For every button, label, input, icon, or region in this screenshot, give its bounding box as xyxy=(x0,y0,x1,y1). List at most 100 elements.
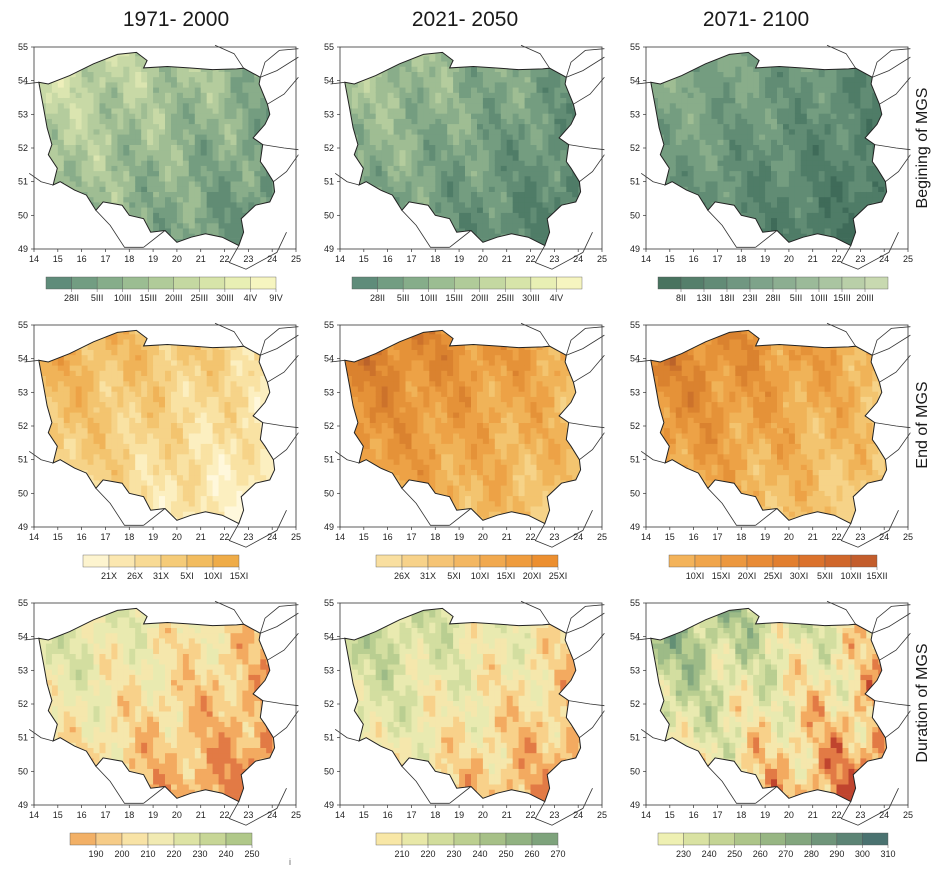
legend-swatch xyxy=(147,276,174,290)
neighbour-border xyxy=(260,612,299,634)
map-panel-end-1971-2000: 14 15 16 17 18 19 20 21 22 23 24 25 55 54 53 52 51 50 49 21… xyxy=(18,320,301,581)
neighbour-border xyxy=(143,230,166,248)
x-tick-label: 17 xyxy=(406,254,416,264)
y-tick-label: 55 xyxy=(630,320,640,330)
legend-swatch xyxy=(772,276,797,290)
neighbour-border xyxy=(228,510,287,548)
legend-swatch xyxy=(836,832,863,846)
neighbour-border xyxy=(707,766,756,804)
legend-label: 10III xyxy=(114,293,132,303)
color-legend: 21X 26X 31X 5XI 10XI 15XI xyxy=(82,554,248,581)
x-tick-label: 23 xyxy=(855,810,865,820)
legend-swatch xyxy=(479,554,507,568)
x-tick-label: 19 xyxy=(760,532,770,542)
x-tick-label: 18 xyxy=(736,532,746,542)
legend-label: 25III xyxy=(191,293,209,303)
neighbour-border xyxy=(872,56,911,78)
legend-label: 20III xyxy=(165,293,183,303)
legend-swatch xyxy=(427,554,455,568)
x-tick-label: 24 xyxy=(879,810,889,820)
neighbour-border xyxy=(24,359,39,363)
neighbour-border xyxy=(874,700,911,707)
neighbour-border xyxy=(260,56,299,78)
x-tick-label: 16 xyxy=(77,532,87,542)
neighbour-border xyxy=(840,232,899,270)
map-panel-end-2071-2100: 14 15 16 17 18 19 20 21 22 23 24 25 55 54 53 52 51 50 49 10… xyxy=(630,320,913,581)
y-tick-label: 49 xyxy=(18,522,28,532)
neighbour-border xyxy=(871,604,911,634)
country-outline xyxy=(38,51,276,247)
x-tick-label: 23 xyxy=(549,810,559,820)
legend-label: 28II xyxy=(64,293,79,303)
legend-label: 220 xyxy=(166,849,181,859)
neighbour-border xyxy=(259,48,299,78)
legend-label: 30III xyxy=(522,293,540,303)
legend-label: 30III xyxy=(216,293,234,303)
legend-label: 5III xyxy=(91,293,104,303)
legend-label: 250 xyxy=(498,849,513,859)
legend-label: 15XII xyxy=(866,571,887,581)
x-tick-label: 25 xyxy=(597,810,607,820)
legend-swatch xyxy=(453,276,480,290)
neighbour-border xyxy=(228,788,287,826)
neighbour-border xyxy=(259,604,299,634)
x-tick-label: 25 xyxy=(903,532,913,542)
legend-swatch xyxy=(96,276,123,290)
x-tick-label: 17 xyxy=(406,532,416,542)
row-label-duration: Duration of MGS xyxy=(914,643,931,763)
y-tick-label: 50 xyxy=(324,766,334,776)
x-tick-label: 17 xyxy=(100,532,110,542)
legend-label: 190 xyxy=(88,849,103,859)
stray-mark: i xyxy=(289,857,291,867)
legend-swatch xyxy=(479,832,507,846)
y-tick-label: 54 xyxy=(630,76,640,86)
y-tick-label: 49 xyxy=(324,522,334,532)
x-tick-label: 16 xyxy=(383,532,393,542)
neighbour-border xyxy=(267,633,299,661)
legend-swatch xyxy=(530,276,557,290)
x-tick-label: 19 xyxy=(148,254,158,264)
color-legend: 8II 13II 18II 23II 28II 5III 10III 15III 20III xyxy=(657,276,889,303)
neighbour-border xyxy=(640,728,666,742)
y-tick-label: 53 xyxy=(18,109,28,119)
legend-swatch xyxy=(818,276,843,290)
x-tick-label: 14 xyxy=(335,810,345,820)
y-tick-label: 55 xyxy=(324,320,334,330)
y-tick-label: 55 xyxy=(324,42,334,52)
legend-label: 200 xyxy=(114,849,129,859)
x-tick-label: 22 xyxy=(526,810,536,820)
legend-swatch xyxy=(785,832,812,846)
legend-label: 9IV xyxy=(269,293,283,303)
x-tick-label: 20 xyxy=(478,532,488,542)
map-pixel-grid xyxy=(650,330,887,524)
legend-label: 20XI xyxy=(738,571,757,581)
legend-swatch xyxy=(82,554,110,568)
legend-swatch xyxy=(505,554,533,568)
neighbour-border xyxy=(566,612,605,634)
legend-label: 250 xyxy=(727,849,742,859)
y-tick-label: 51 xyxy=(324,733,334,743)
x-tick-label: 17 xyxy=(712,254,722,264)
legend-label: 20III xyxy=(856,293,874,303)
legend-swatch xyxy=(720,554,748,568)
x-tick-label: 19 xyxy=(148,810,158,820)
x-tick-label: 17 xyxy=(712,810,722,820)
y-tick-label: 54 xyxy=(18,354,28,364)
country-outline xyxy=(650,51,888,247)
legend-swatch xyxy=(173,832,201,846)
y-tick-label: 53 xyxy=(324,665,334,675)
map-panel-beginning-2021-2050: 14 15 16 17 18 19 20 21 22 23 24 25 55 54 53 52 51 50 49 28… xyxy=(324,42,607,303)
y-tick-label: 50 xyxy=(630,488,640,498)
x-tick-label: 14 xyxy=(335,532,345,542)
x-tick-label: 14 xyxy=(641,810,651,820)
y-tick-label: 52 xyxy=(18,143,28,153)
legend-label: 28II xyxy=(765,293,780,303)
x-tick-label: 16 xyxy=(689,532,699,542)
map-pixel-grid xyxy=(344,608,581,802)
y-tick-label: 55 xyxy=(630,42,640,52)
legend-label: 230 xyxy=(446,849,461,859)
legend-swatch xyxy=(453,554,481,568)
neighbour-border xyxy=(573,355,605,383)
neighbour-border xyxy=(24,637,39,641)
neighbour-border xyxy=(259,326,299,356)
